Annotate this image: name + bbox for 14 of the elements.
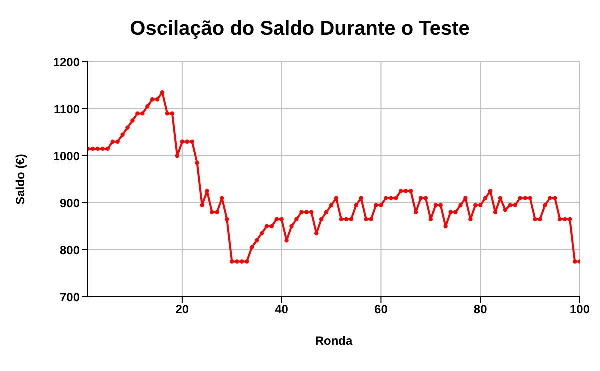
- y-tick-label: 700: [60, 290, 80, 304]
- x-tick-label: 100: [570, 302, 590, 317]
- chart-title: Oscilação do Saldo Durante o Teste: [129, 18, 471, 41]
- x-axis-title: Ronda: [315, 334, 353, 348]
- y-tick-label: 1200: [53, 55, 80, 70]
- y-tick-label: 1000: [53, 149, 80, 164]
- y-axis-title: Saldo (€): [13, 154, 28, 205]
- x-tick-label: 20: [176, 302, 190, 317]
- x-tick-label: 40: [275, 302, 289, 317]
- x-tick-label: 80: [474, 302, 488, 317]
- y-tick-label: 900: [60, 196, 80, 210]
- y-tick-label: 1100: [54, 102, 80, 116]
- x-tick-label: 60: [374, 302, 388, 317]
- y-tick-label: 800: [60, 243, 80, 258]
